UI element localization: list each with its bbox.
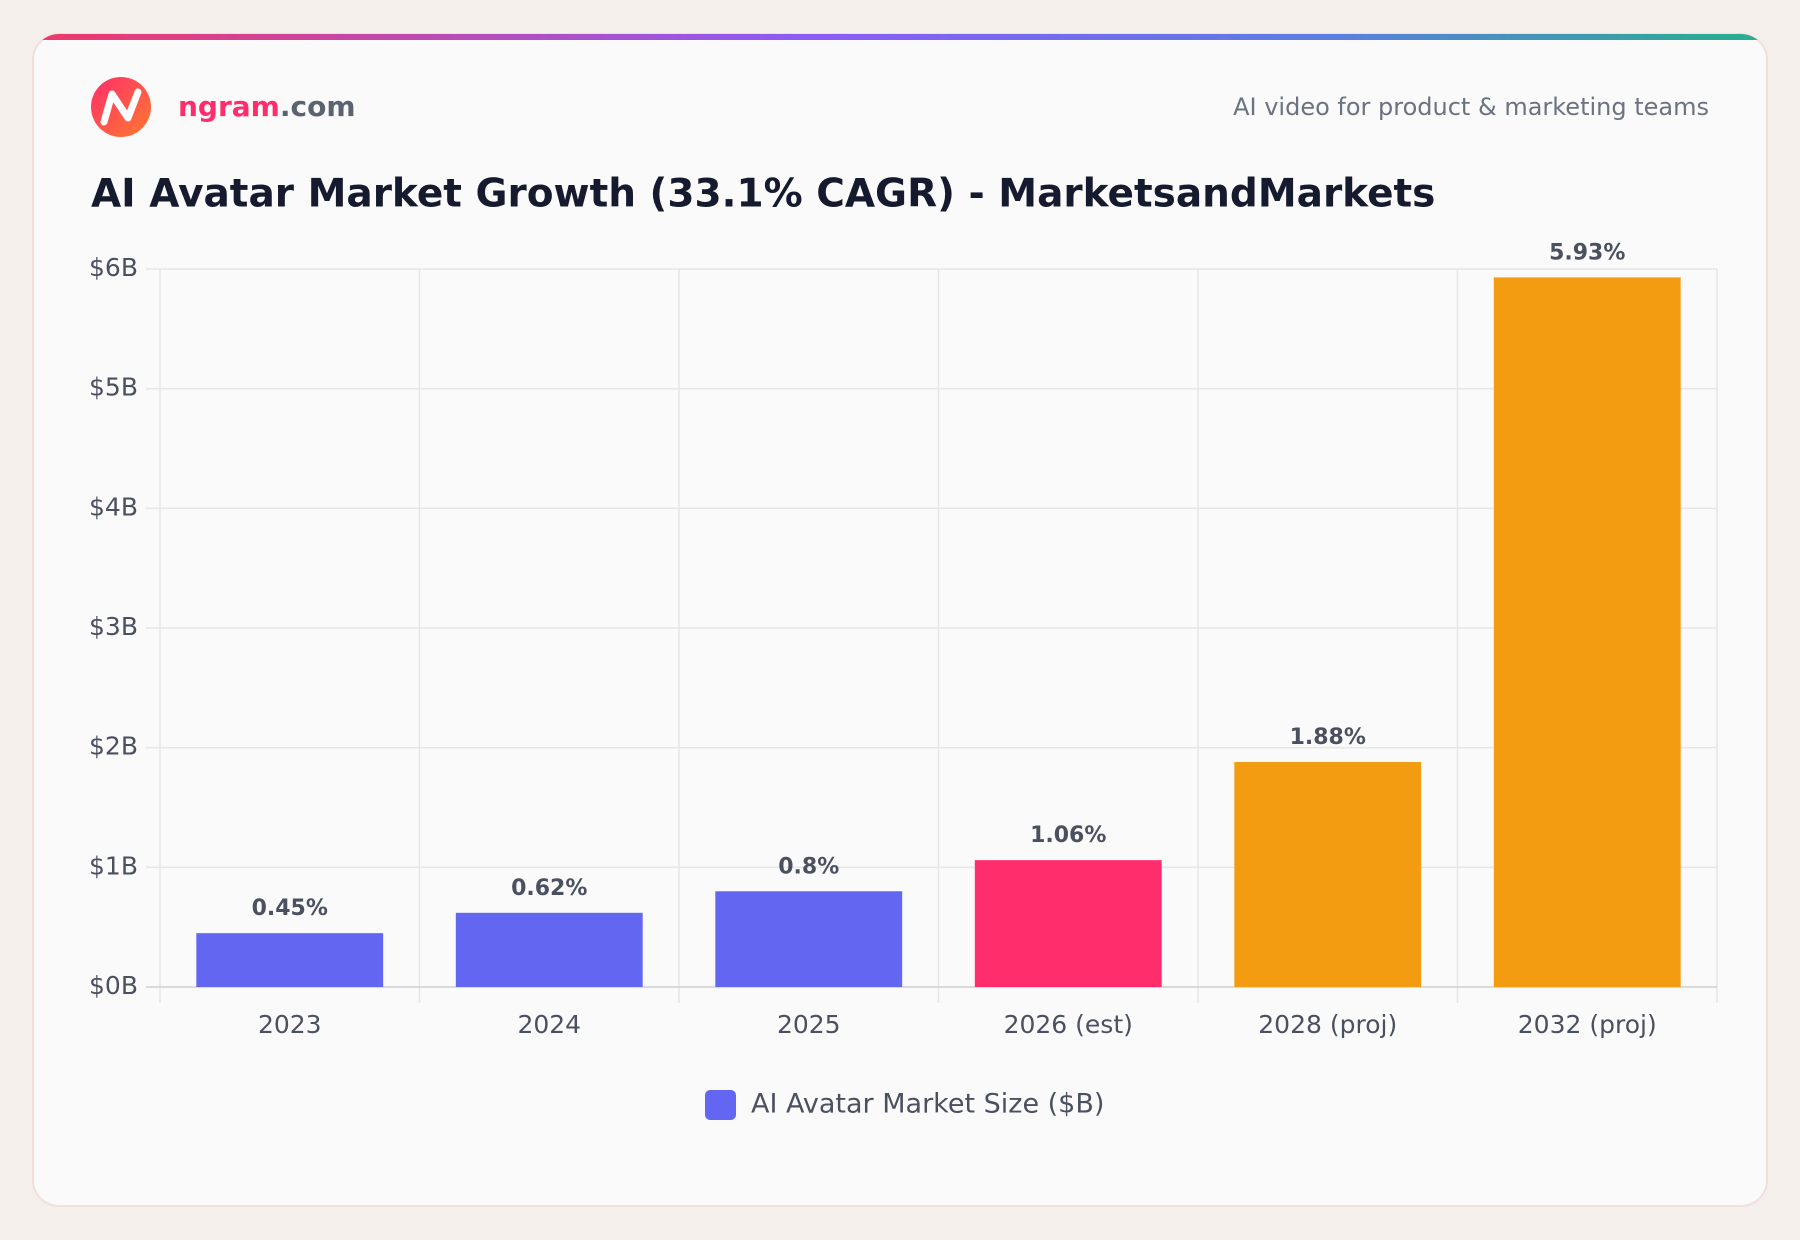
plot-area: $0B $1B $2B $3B $4B $5B $6B 2023 0.45% 2024 0.62% 2… xyxy=(89,240,1718,1120)
x-tick-label: 2026 (est) xyxy=(1004,1010,1133,1039)
y-tick-label: $2B xyxy=(89,732,138,761)
value-label: 5.93% xyxy=(1549,240,1625,265)
y-tick-label: $6B xyxy=(89,253,138,282)
brand: ngram.com xyxy=(178,90,356,123)
x-tick-label: 2028 (proj) xyxy=(1258,1010,1397,1039)
bar xyxy=(455,912,643,987)
x-tick-label: 2032 (proj) xyxy=(1518,1010,1657,1039)
x-tick-label: 2024 xyxy=(517,1010,581,1039)
chart-title: AI Avatar Market Growth (33.1% CAGR) - M… xyxy=(91,172,1435,217)
logo-mark xyxy=(100,88,142,126)
y-tick-label: $5B xyxy=(89,373,138,402)
value-label: 0.62% xyxy=(511,876,587,901)
bar xyxy=(1234,762,1422,987)
y-tick-label: $1B xyxy=(89,851,138,880)
brand-name: ngram xyxy=(178,90,280,123)
y-tick-label: $4B xyxy=(89,492,138,521)
value-label: 1.06% xyxy=(1030,823,1106,848)
value-label: 0.8% xyxy=(778,854,839,879)
y-tick-label: $0B xyxy=(89,971,138,1000)
value-label: 0.45% xyxy=(252,896,328,921)
bar xyxy=(1493,277,1681,987)
x-tick-label: 2023 xyxy=(258,1010,322,1039)
y-tick-label: $3B xyxy=(89,612,138,641)
x-tick-label: 2025 xyxy=(777,1010,841,1039)
tagline: AI video for product & marketing teams xyxy=(1233,93,1709,121)
brand-suffix: .com xyxy=(280,90,356,123)
value-label: 1.88% xyxy=(1290,725,1366,750)
bar xyxy=(715,891,903,987)
legend-swatch xyxy=(705,1090,736,1120)
top-accent xyxy=(33,34,1767,40)
bar xyxy=(974,860,1162,987)
bar xyxy=(196,933,384,987)
legend-label: AI Avatar Market Size ($B) xyxy=(751,1089,1104,1120)
